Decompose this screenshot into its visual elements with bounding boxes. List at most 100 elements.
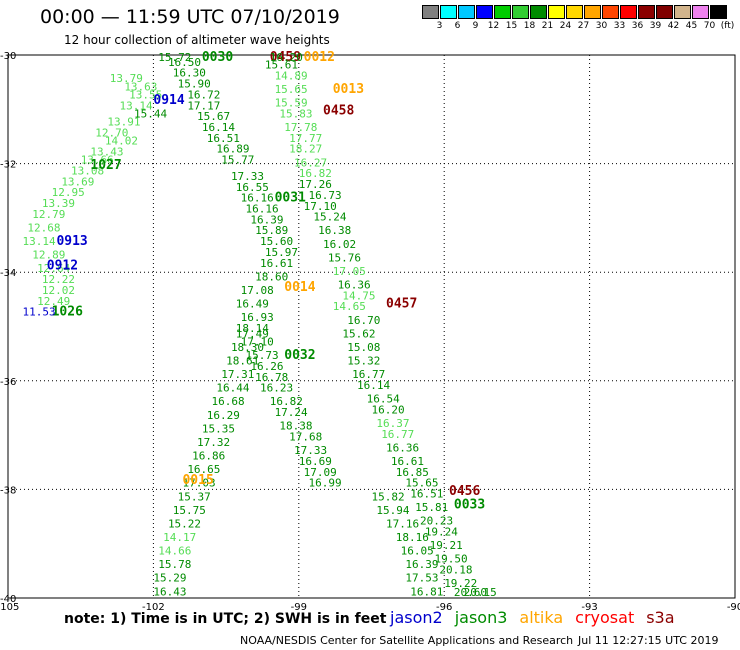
colorbar-label: 24 xyxy=(559,21,572,31)
track-time-label: 0458 xyxy=(323,104,354,119)
swh-value: 20.18 xyxy=(439,564,472,577)
chart-title: 00:00 — 11:59 UTC 07/10/2019 xyxy=(40,6,340,28)
colorbar-label: 30 xyxy=(595,21,608,31)
colorbar-swatch xyxy=(692,5,709,19)
swh-value: 15.81 xyxy=(415,501,448,514)
swh-value: 16.44 xyxy=(216,382,249,395)
swh-value: 14.89 xyxy=(275,69,308,82)
y-tick-label: -36 xyxy=(0,377,16,388)
swh-value: 12.02 xyxy=(42,284,75,297)
swh-value: 16.89 xyxy=(216,143,249,156)
chart-subtitle: 12 hour collection of altimeter wave hei… xyxy=(64,33,330,47)
swh-value: 12.70 xyxy=(95,126,128,139)
swh-value: 16.82 xyxy=(270,395,303,408)
colorbar-swatch xyxy=(422,5,439,19)
colorbar-swatch xyxy=(710,5,727,19)
y-tick-label: -40 xyxy=(0,594,16,605)
colorbar-label: 21 xyxy=(541,21,554,31)
x-tick-label: -90 xyxy=(727,602,740,613)
swh-value: 16.77 xyxy=(381,428,414,441)
swh-value: 19.50 xyxy=(435,553,468,566)
swh-value: 14.66 xyxy=(158,545,191,558)
swh-value: 12.95 xyxy=(52,186,85,199)
x-tick-label: -96 xyxy=(436,602,452,613)
swh-value: 17.31 xyxy=(221,368,254,381)
y-tick-label: -38 xyxy=(0,485,16,496)
swh-value: 16.16 xyxy=(245,202,278,215)
swh-value: 14.75 xyxy=(342,289,375,302)
swh-value: 15.83 xyxy=(279,107,312,120)
swh-value: 16.61 xyxy=(391,455,424,468)
swh-value: 20.15 xyxy=(464,586,497,599)
swh-value: 12.64 xyxy=(37,262,70,275)
swh-value: 16.38 xyxy=(318,224,351,237)
swh-value: 15.77 xyxy=(221,154,254,167)
colorbar-label: 42 xyxy=(667,21,680,31)
swh-value: 16.36 xyxy=(338,278,371,291)
colorbar-swatch xyxy=(476,5,493,19)
colorbar-swatch xyxy=(440,5,457,19)
swh-value: 15.22 xyxy=(168,517,201,530)
swh-value: 20.23 xyxy=(420,515,453,528)
track-time-label: 0032 xyxy=(284,348,315,363)
swh-value: 16.93 xyxy=(241,311,274,324)
x-tick-label: -105 xyxy=(0,602,19,613)
track-time-label: 0459 xyxy=(270,50,301,65)
swh-value: 16.16 xyxy=(241,192,274,205)
track-time-label: 0033 xyxy=(454,497,485,512)
track-time-label: 0012 xyxy=(304,50,335,65)
swh-value: 15.44 xyxy=(134,107,167,120)
swh-value: 13.08 xyxy=(71,164,104,177)
swh-value: 19.24 xyxy=(425,526,458,539)
swh-value: 12.68 xyxy=(27,221,60,234)
swh-value: 16.14 xyxy=(357,379,390,392)
swh-value: 17.77 xyxy=(289,132,322,145)
y-tick-label: -32 xyxy=(0,160,16,171)
x-tick-label: -93 xyxy=(581,602,597,613)
swh-value: 15.62 xyxy=(342,327,375,340)
track-time-label: 1026 xyxy=(52,305,83,320)
swh-value: 17.10 xyxy=(304,200,337,213)
swh-value: 15.82 xyxy=(372,490,405,503)
colorbar-label: 70 xyxy=(703,21,716,31)
swh-value: 17.03 xyxy=(182,477,215,490)
colorbar-label: 9 xyxy=(472,21,479,31)
swh-value: 17.08 xyxy=(241,284,274,297)
swh-value: 16.54 xyxy=(367,393,400,406)
swh-value: 17.33 xyxy=(294,444,327,457)
swh-value: 16.77 xyxy=(352,368,385,381)
legend-s3a: s3a xyxy=(646,608,675,627)
swh-value: 18.61 xyxy=(226,355,259,368)
footnote: note: 1) Time is in UTC; 2) SWH is in fe… xyxy=(64,611,387,627)
swh-value: 15.08 xyxy=(347,341,380,354)
swh-value: 13.66 xyxy=(81,154,114,167)
swh-value: 17.16 xyxy=(386,517,419,530)
swh-value: 13.55 xyxy=(129,88,162,101)
swh-value: 17.32 xyxy=(197,436,230,449)
swh-value: 18.16 xyxy=(396,531,429,544)
swh-value: 16.43 xyxy=(153,585,186,598)
swh-value: 17.49 xyxy=(236,327,269,340)
swh-value: 15.29 xyxy=(153,572,186,585)
colorbar-label: 18 xyxy=(523,21,536,31)
swh-value: 13.39 xyxy=(42,197,75,210)
swh-value: 15.35 xyxy=(202,422,235,435)
swh-value: 15.97 xyxy=(265,246,298,259)
swh-value: 16.51 xyxy=(410,488,443,501)
swh-value: 16.68 xyxy=(212,395,245,408)
x-tick-label: -99 xyxy=(291,602,307,613)
track-time-label: 0914 xyxy=(153,93,184,108)
swh-value: 13.43 xyxy=(90,145,123,158)
swh-value: 16.14 xyxy=(202,121,235,134)
track-time-label: 0014 xyxy=(284,280,315,295)
swh-value: 15.78 xyxy=(158,558,191,571)
swh-value: 13.14 xyxy=(23,235,56,248)
swh-value: 15.24 xyxy=(313,211,346,224)
swh-value: 15.90 xyxy=(178,78,211,91)
swh-value: 16.29 xyxy=(207,409,240,422)
swh-value: 17.26 xyxy=(299,178,332,191)
swh-value: 16.73 xyxy=(308,189,341,202)
colorbar-swatch xyxy=(458,5,475,19)
colorbar-swatch xyxy=(620,5,637,19)
colorbar-swatch xyxy=(566,5,583,19)
